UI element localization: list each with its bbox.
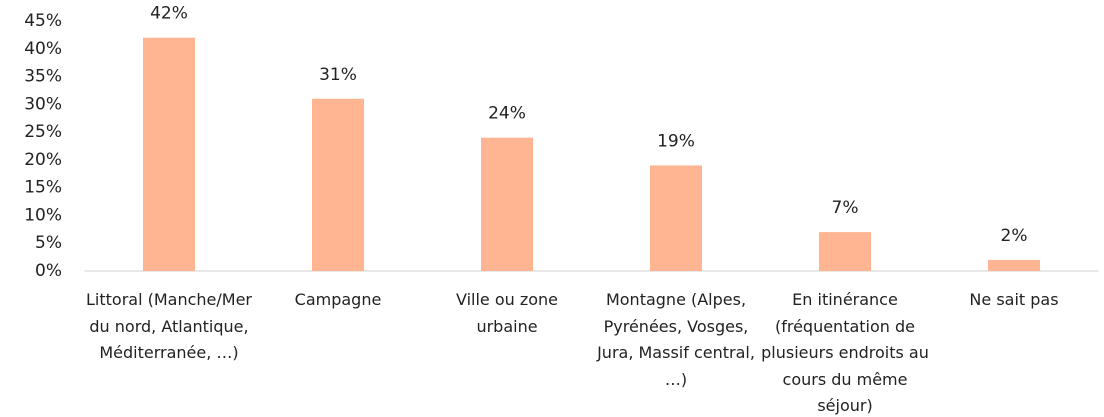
- y-tick-label: 0%: [35, 261, 62, 281]
- x-tick-label: Montagne (Alpes, Pyrénées, Vosges, Jura,…: [597, 290, 755, 389]
- x-tick-label: Ville ou zone urbaine: [455, 290, 559, 336]
- value-label: 2%: [1001, 226, 1028, 246]
- y-tick-label: 35%: [24, 67, 62, 87]
- x-tick-label: Campagne: [294, 290, 382, 309]
- y-tick-label: 25%: [24, 122, 62, 142]
- value-label: 24%: [488, 104, 526, 124]
- value-label: 19%: [657, 131, 695, 151]
- value-label: 7%: [832, 198, 859, 218]
- bar: [312, 98, 364, 272]
- y-tick-label: 15%: [24, 178, 62, 198]
- bar: [481, 137, 533, 271]
- y-tick-label: 20%: [24, 150, 62, 170]
- bar: [988, 259, 1040, 271]
- bar: [650, 165, 702, 271]
- y-tick-label: 5%: [35, 233, 62, 253]
- y-tick-label: 10%: [24, 205, 62, 225]
- bar: [819, 232, 871, 271]
- x-tick-label: En itinérance (fréquentation de plusieur…: [761, 290, 929, 415]
- y-tick-label: 45%: [24, 11, 62, 31]
- y-tick-label: 30%: [24, 94, 62, 114]
- y-tick-label: 40%: [24, 39, 62, 59]
- x-tick-label: Littoral (Manche/Mer du nord, Atlantique…: [86, 290, 252, 362]
- x-tick-label: Ne sait pas: [969, 290, 1059, 309]
- bar: [143, 37, 195, 271]
- value-label: 42%: [150, 4, 188, 24]
- value-label: 31%: [319, 65, 357, 85]
